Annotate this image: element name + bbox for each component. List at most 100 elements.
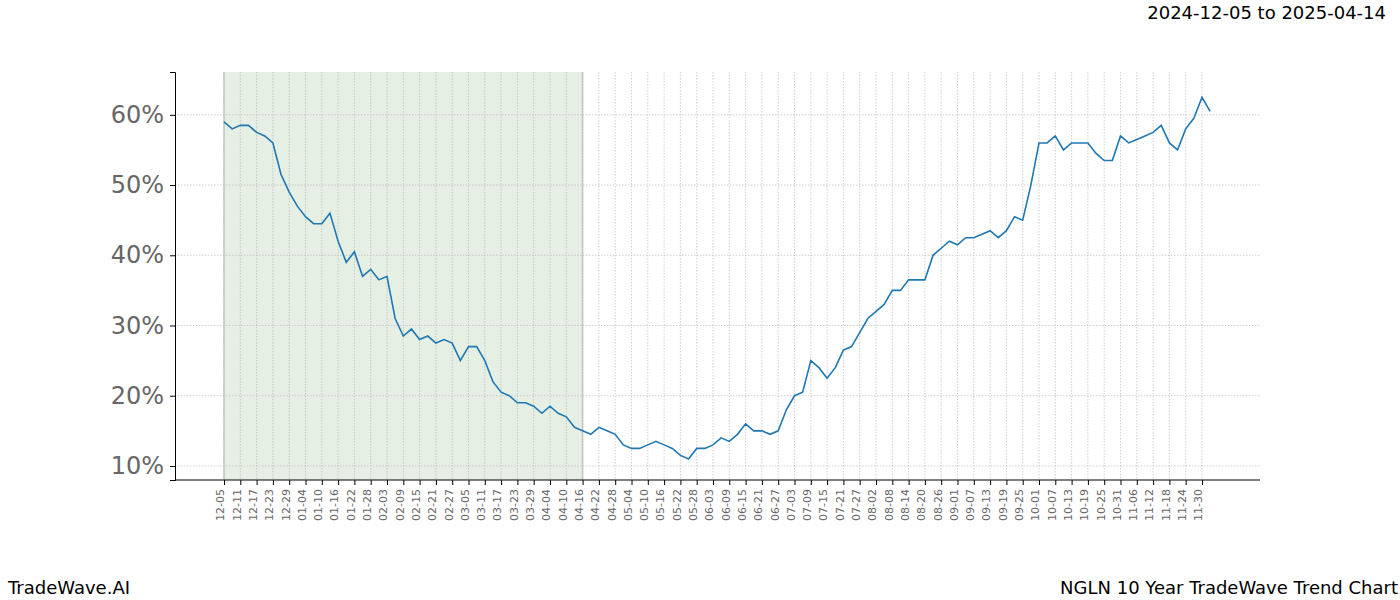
x-tick: 06-15 <box>736 480 749 521</box>
x-tick-label: 10-31 <box>1111 489 1124 521</box>
x-tick-label: 07-09 <box>801 489 814 521</box>
x-tick: 01-28 <box>361 480 374 521</box>
x-tick: 01-10 <box>312 480 325 521</box>
x-tick-label: 10-13 <box>1062 489 1075 521</box>
x-axis-line <box>175 480 1260 481</box>
x-tick-label: 08-02 <box>866 489 879 521</box>
x-tick-label: 07-03 <box>785 489 798 521</box>
x-tick: 07-15 <box>817 480 830 521</box>
x-grid-line <box>484 72 485 480</box>
x-grid-line <box>973 72 974 480</box>
x-grid-line <box>370 72 371 480</box>
x-tick: 07-03 <box>785 480 798 521</box>
x-tick-mark <box>1088 480 1089 485</box>
x-tick-mark <box>778 480 779 485</box>
x-tick-mark <box>306 480 307 485</box>
x-tick-mark <box>1202 480 1203 485</box>
x-tick-label: 02-15 <box>410 489 423 521</box>
x-tick: 01-22 <box>345 480 358 521</box>
x-tick-label: 09-01 <box>948 489 961 521</box>
x-tick: 11-24 <box>1176 480 1189 521</box>
shaded-range <box>224 72 583 480</box>
plot-area <box>224 97 1210 459</box>
x-tick-label: 04-16 <box>573 489 586 521</box>
x-tick-label: 08-08 <box>883 489 896 521</box>
x-tick-mark <box>599 480 600 485</box>
x-tick: 05-16 <box>654 480 667 521</box>
y-tick-mark <box>170 255 175 256</box>
x-tick: 05-28 <box>687 480 700 521</box>
x-tick-mark <box>224 480 225 485</box>
x-grid-line <box>794 72 795 480</box>
x-grid-line <box>631 72 632 480</box>
x-tick: 05-04 <box>622 480 635 521</box>
y-tick-label: 30% <box>111 312 164 340</box>
y-tick-mark <box>170 326 175 327</box>
x-tick-label: 05-22 <box>671 489 684 521</box>
x-grid-line <box>778 72 779 480</box>
x-grid-line <box>272 72 273 480</box>
y-grid-line <box>175 465 1260 466</box>
x-tick-label: 10-25 <box>1095 489 1108 521</box>
x-tick: 12-05 <box>214 480 227 521</box>
x-tick-mark <box>485 480 486 485</box>
x-grid-line <box>582 72 583 480</box>
x-grid-line <box>713 72 714 480</box>
y-axis-line <box>170 73 176 481</box>
x-tick-mark <box>909 480 910 485</box>
x-tick: 03-05 <box>459 480 472 521</box>
x-tick: 06-09 <box>720 480 733 521</box>
x-grid-line <box>680 72 681 480</box>
x-tick: 06-03 <box>703 480 716 521</box>
x-grid-line <box>990 72 991 480</box>
x-grid-line <box>696 72 697 480</box>
source: TradeWave.AI <box>7 577 130 598</box>
y-tick-mark <box>170 466 175 467</box>
y-tick-label: 50% <box>111 171 164 199</box>
x-tick: 09-01 <box>948 480 961 521</box>
y-tick-mark <box>170 185 175 186</box>
x-grid-line <box>941 72 942 480</box>
x-grid-line <box>550 72 551 480</box>
x-tick-mark <box>990 480 991 485</box>
x-tick-label: 08-14 <box>899 489 912 521</box>
x-tick-mark <box>648 480 649 485</box>
x-tick-mark <box>958 480 959 485</box>
x-grid-line <box>1087 72 1088 480</box>
x-tick-mark <box>322 480 323 485</box>
x-tick-mark <box>795 480 796 485</box>
x-tick-label: 07-27 <box>850 489 863 521</box>
x-tick: 06-21 <box>752 480 765 521</box>
x-tick-mark <box>925 480 926 485</box>
x-tick-mark <box>892 480 893 485</box>
x-grid-line <box>354 72 355 480</box>
x-tick: 04-10 <box>557 480 570 521</box>
shaded-group <box>224 72 583 480</box>
x-tick-label: 01-04 <box>296 489 309 521</box>
x-tick-mark <box>1023 480 1024 485</box>
x-tick: 06-27 <box>769 480 782 521</box>
x-tick-mark <box>680 480 681 485</box>
x-tick: 12-29 <box>280 480 293 521</box>
x-tick-mark <box>436 480 437 485</box>
x-tick-label: 04-10 <box>557 489 570 521</box>
x-tick-mark <box>632 480 633 485</box>
x-tick-label: 05-10 <box>638 489 651 521</box>
x-tick-label: 08-26 <box>932 489 945 521</box>
x-grid-line <box>1022 72 1023 480</box>
x-tick-mark <box>420 480 421 485</box>
x-tick-label: 12-05 <box>214 489 227 521</box>
x-tick-mark <box>713 480 714 485</box>
x-grid-line <box>957 72 958 480</box>
x-tick-label: 01-28 <box>361 489 374 521</box>
x-tick: 08-14 <box>899 480 912 521</box>
y-tick: 20% <box>111 382 175 410</box>
x-grid-line <box>876 72 877 480</box>
x-tick-label: 05-28 <box>687 489 700 521</box>
x-tick-mark <box>827 480 828 485</box>
x-grid-line <box>240 72 241 480</box>
x-tick: 03-29 <box>524 480 537 521</box>
x-tick-mark <box>1153 480 1154 485</box>
x-grid-line <box>566 72 567 480</box>
x-tick-mark <box>729 480 730 485</box>
